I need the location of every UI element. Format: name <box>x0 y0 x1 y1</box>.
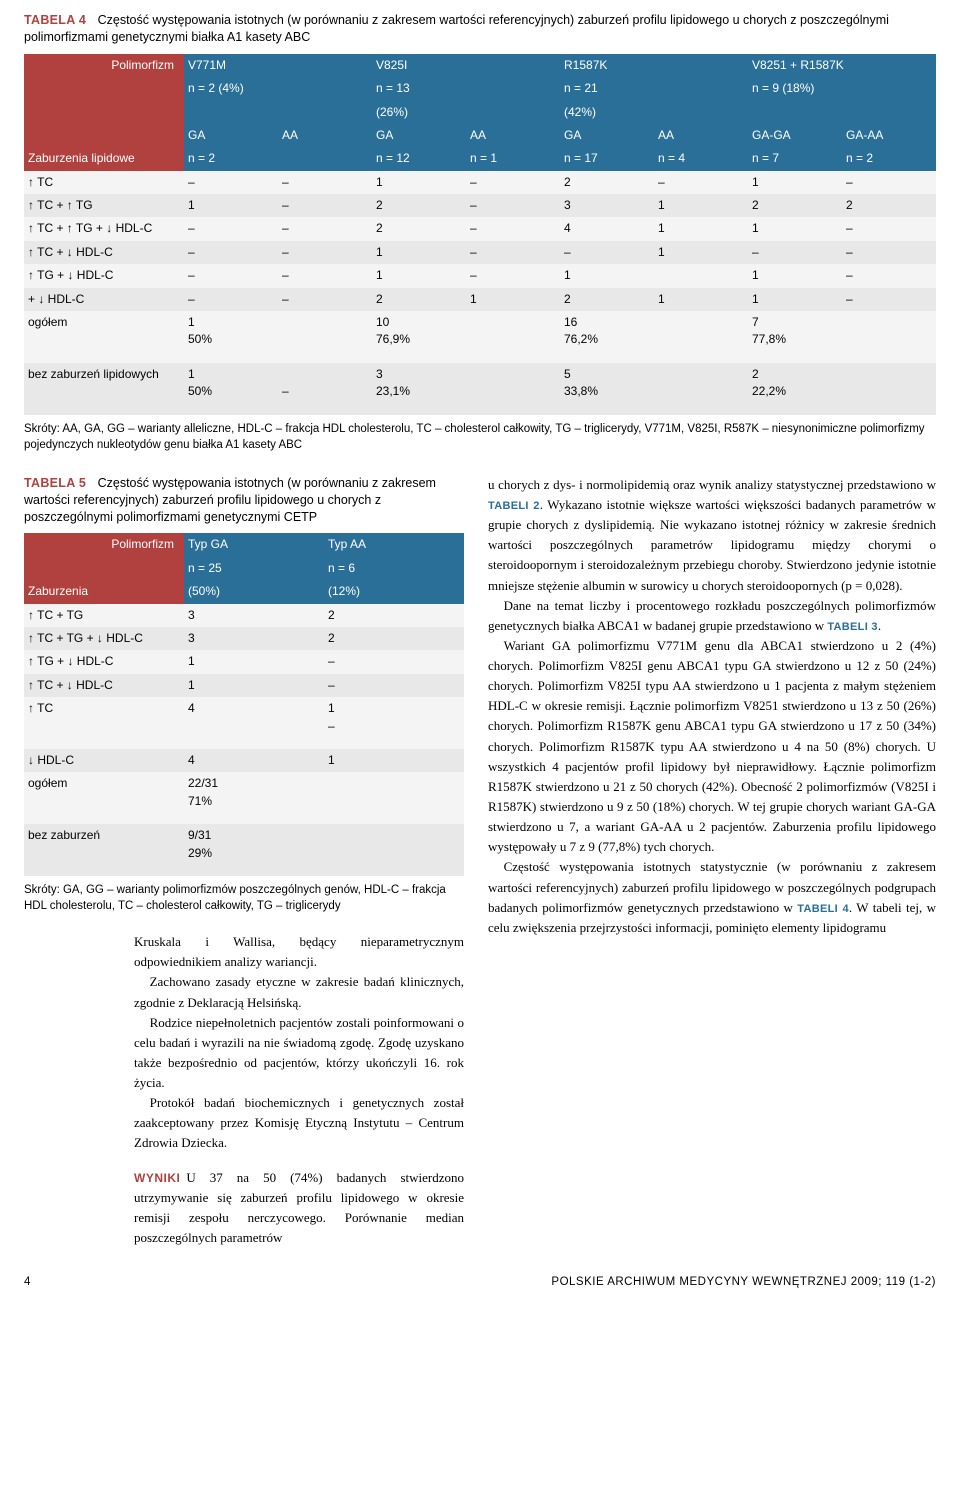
t4-p2: (42%) <box>560 101 748 124</box>
t4-p0 <box>184 101 372 124</box>
t4-h-zaburzenia: Zaburzenia lipidowe <box>24 147 184 170</box>
t4-p3 <box>748 101 936 124</box>
t4-n1: n = 13 <box>372 77 560 100</box>
journal-ref: POLSKIE ARCHIWUM MEDYCYNY WEWNĘTRZNEJ 20… <box>551 1274 936 1291</box>
paragraph: Dane na temat liczby i procentowego rozk… <box>488 596 936 636</box>
table5: Polimorfizm Typ GA Typ AA n = 25 n = 6 Z… <box>24 533 464 875</box>
table-row: ↓ HDL-C41 <box>24 749 464 772</box>
t4-n2: n = 21 <box>560 77 748 100</box>
paragraph: WYNIKIU 37 na 50 (74%) badanych stwierdz… <box>134 1168 464 1249</box>
table-row: ↑ TG + ↓ HDL-C––1–11– <box>24 264 936 287</box>
table4-footnote: Skróty: AA, GA, GG – warianty alleliczne… <box>24 421 936 453</box>
table-row: + ↓ HDL-C––21211– <box>24 288 936 311</box>
t4-n0: n = 2 (4%) <box>184 77 372 100</box>
table-row: bez zaburzeń lipidowych150%–323,1%533,8%… <box>24 363 936 415</box>
table4-caption: Częstość występowania istotnych (w porów… <box>24 13 889 44</box>
table4-title: TABELA 4 Częstość występowania istotnych… <box>24 12 936 46</box>
paragraph: Częstość występowania istotnych statysty… <box>488 857 936 938</box>
table5-block: TABELA 5 Częstość występowania istotnych… <box>24 475 464 914</box>
page-footer: 4 POLSKIE ARCHIWUM MEDYCYNY WEWNĘTRZNEJ … <box>24 1274 936 1291</box>
table-row: ↑ TC + ↓ HDL-C1– <box>24 674 464 697</box>
body-text-left: Kruskala i Wallisa, będący nieparametryc… <box>24 932 464 1248</box>
paragraph: u chorych z dys- i normolipidemią oraz w… <box>488 475 936 596</box>
t4-g1: V825I <box>372 54 560 77</box>
table-row: ↑ TC––1–2–1– <box>24 171 936 194</box>
body-text-right: u chorych z dys- i normolipidemią oraz w… <box>488 475 936 1248</box>
table-row: bez zaburzeń9/3129% <box>24 824 464 876</box>
t4-n3: n = 9 (18%) <box>748 77 936 100</box>
table4-label: TABELA 4 <box>24 13 86 27</box>
t4-p1: (26%) <box>372 101 560 124</box>
two-column-layout: TABELA 5 Częstość występowania istotnych… <box>24 475 936 1248</box>
paragraph: Kruskala i Wallisa, będący nieparametryc… <box>134 932 464 972</box>
table-row: ↑ TC + TG + ↓ HDL-C32 <box>24 627 464 650</box>
paragraph: Rodzice niepełnoletnich pacjentów zostal… <box>134 1013 464 1094</box>
t4-g0: V771M <box>184 54 372 77</box>
table-row: ogółem150%1076,9%1676,2%777,8% <box>24 311 936 363</box>
t4-g2: R1587K <box>560 54 748 77</box>
t4-g3: V8251 + R1587K <box>748 54 936 77</box>
table5-footnote: Skróty: GA, GG – warianty polimorfizmów … <box>24 882 464 914</box>
table-row: ogółem22/3171% <box>24 772 464 824</box>
page-number: 4 <box>24 1274 31 1291</box>
table4-block: TABELA 4 Częstość występowania istotnych… <box>24 12 936 453</box>
table4: Polimorfizm V771M V825I R1587K V8251 + R… <box>24 54 936 415</box>
t4-h-polimorfizm: Polimorfizm <box>24 54 184 77</box>
table-row: ↑ TC + ↑ TG1–2–3122 <box>24 194 936 217</box>
table-row: ↑ TC + TG32 <box>24 604 464 627</box>
table5-title: TABELA 5 Częstość występowania istotnych… <box>24 475 464 526</box>
paragraph: Zachowano zasady etyczne w zakresie bada… <box>134 972 464 1012</box>
table5-label: TABELA 5 <box>24 476 86 490</box>
table-row: ↑ TC + ↑ TG + ↓ HDL-C––2–411– <box>24 217 936 240</box>
table-row: ↑ TC41– <box>24 697 464 749</box>
paragraph: Protokół badań biochemicznych i genetycz… <box>134 1093 464 1153</box>
table-row: ↑ TC + ↓ HDL-C––1––1–– <box>24 241 936 264</box>
paragraph: Wariant GA polimorfizmu V771M genu dla A… <box>488 636 936 858</box>
table-row: ↑ TG + ↓ HDL-C1– <box>24 650 464 673</box>
